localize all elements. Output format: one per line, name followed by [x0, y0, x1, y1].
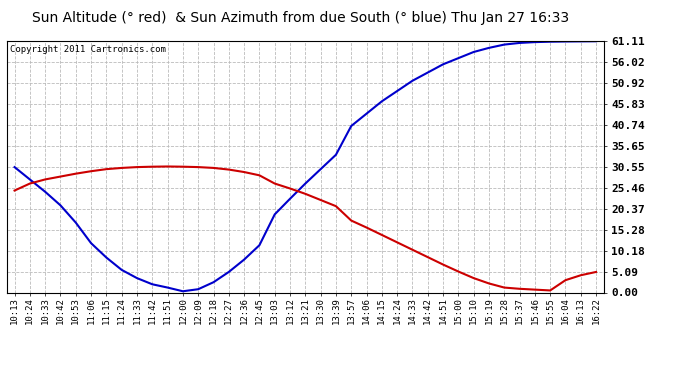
Text: Copyright 2011 Cartronics.com: Copyright 2011 Cartronics.com: [10, 45, 166, 54]
Text: Sun Altitude (° red)  & Sun Azimuth from due South (° blue) Thu Jan 27 16:33: Sun Altitude (° red) & Sun Azimuth from …: [32, 11, 569, 25]
